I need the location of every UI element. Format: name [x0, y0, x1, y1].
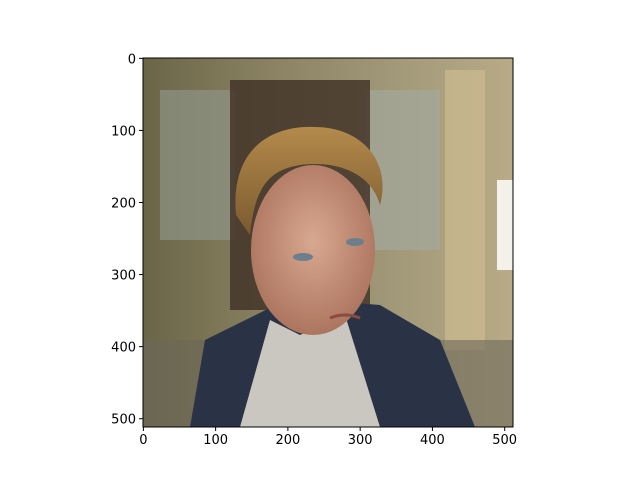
x-tick-label: 0 [139, 433, 147, 448]
y-tick-label: 400 [111, 341, 136, 356]
y-tick-label: 500 [111, 413, 136, 428]
image [143, 58, 513, 427]
x-tick-label: 500 [492, 433, 517, 448]
y-tick-label: 0 [128, 52, 136, 67]
x-tick-label: 200 [275, 433, 300, 448]
y-tick-label: 300 [111, 269, 136, 284]
x-tick-label: 100 [203, 433, 228, 448]
x-tick-label: 400 [420, 433, 445, 448]
x-tick-label: 300 [348, 433, 373, 448]
y-tick-label: 100 [111, 124, 136, 139]
y-tick-label: 200 [111, 197, 136, 212]
axes-frame [142, 57, 514, 428]
